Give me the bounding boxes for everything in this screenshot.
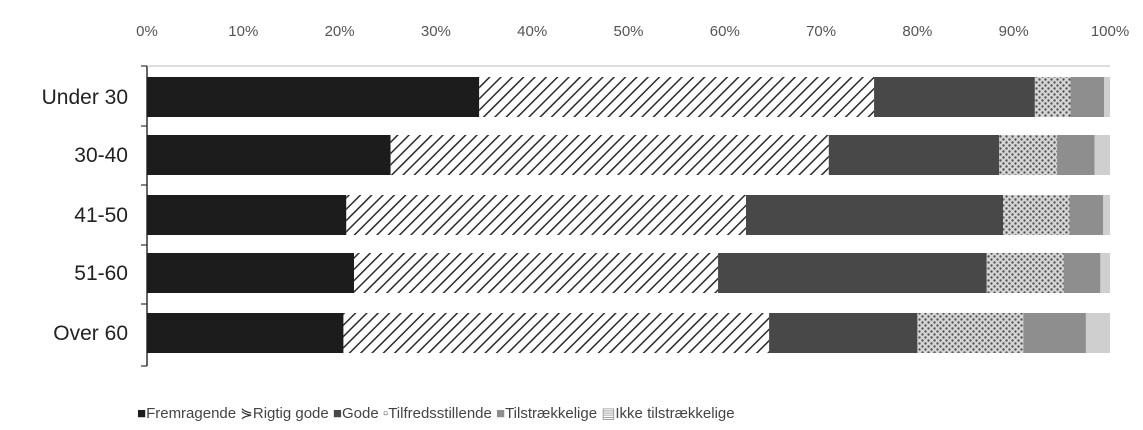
- legend-item-label: Rigtig gode: [253, 405, 329, 422]
- bar-segment: [917, 313, 1024, 353]
- legend-item-label: Fremragende: [146, 405, 236, 422]
- legend-marker: ■: [492, 405, 505, 422]
- bar-segment: [390, 135, 829, 175]
- bar-segment: [718, 253, 987, 293]
- bar-segment: [1100, 253, 1110, 293]
- x-tick-label: 70%: [806, 23, 836, 40]
- category-label: 41-50: [74, 204, 128, 227]
- category-label: 51-60: [74, 262, 128, 285]
- legend-item-label: Tilfredsstillende: [388, 405, 492, 422]
- legend-text-row: ■Fremragende ⋟Rigtig gode ■Gode ▫Tilfred…: [137, 405, 735, 422]
- legend-item-label: Tilstrækkelige: [505, 405, 597, 422]
- x-tick-label: 20%: [325, 23, 355, 40]
- category-label: Over 60: [53, 322, 128, 345]
- x-tick-label: 80%: [902, 23, 932, 40]
- legend-item-label: Gode: [342, 405, 379, 422]
- category-label: 30-40: [74, 144, 128, 167]
- legend-marker: ▫: [379, 405, 389, 422]
- x-tick-label: 60%: [710, 23, 740, 40]
- bar-segment: [1063, 253, 1101, 293]
- bars-layer: [147, 77, 1110, 353]
- bar-segment: [986, 253, 1064, 293]
- bar-segment: [1034, 77, 1071, 117]
- bar-segment: [1094, 135, 1110, 175]
- x-tick-label: 10%: [228, 23, 258, 40]
- x-tick-label: 40%: [517, 23, 547, 40]
- bar-segment: [1069, 195, 1104, 235]
- bar-segment: [147, 253, 355, 293]
- bar-segment: [1023, 313, 1086, 353]
- x-tick-label: 30%: [421, 23, 451, 40]
- bar-segment: [828, 135, 1000, 175]
- labels-layer: 0% 10% 20% 30% 40% 50% 60% 70% 80% 90% 100% Under 3…: [42, 23, 1130, 345]
- legend-marker: ■: [329, 405, 342, 422]
- bar-segment: [745, 195, 1004, 235]
- bar-segment: [769, 313, 918, 353]
- bar-segment: [1003, 195, 1070, 235]
- bar-segment: [1070, 77, 1105, 117]
- bar-segment: [1104, 77, 1110, 117]
- legend-marker: ■: [137, 405, 146, 422]
- bar-segment: [147, 195, 347, 235]
- legend-item-label: Ikke tilstrækkelige: [615, 405, 734, 422]
- bar-segment: [343, 313, 770, 353]
- bar-segment: [1085, 313, 1110, 353]
- legend-marker: ▤: [597, 405, 615, 422]
- bar-segment: [1103, 195, 1110, 235]
- legend-marker: ⋟: [236, 405, 253, 422]
- category-label: Under 30: [42, 86, 128, 109]
- legend: ■Fremragende ⋟Rigtig gode ■Gode ▫Tilfred…: [137, 405, 735, 422]
- bar-segment: [999, 135, 1058, 175]
- bar-segment: [1057, 135, 1095, 175]
- bar-segment: [147, 135, 391, 175]
- bar-segment: [147, 313, 344, 353]
- bar-segment: [346, 195, 746, 235]
- x-tick-label: 100%: [1091, 23, 1129, 40]
- bar-segment: [147, 77, 480, 117]
- x-tick-label: 0%: [136, 23, 158, 40]
- bar-segment: [479, 77, 875, 117]
- x-tick-label: 90%: [999, 23, 1029, 40]
- x-tick-label: 50%: [613, 23, 643, 40]
- bar-segment: [354, 253, 719, 293]
- bar-segment: [874, 77, 1035, 117]
